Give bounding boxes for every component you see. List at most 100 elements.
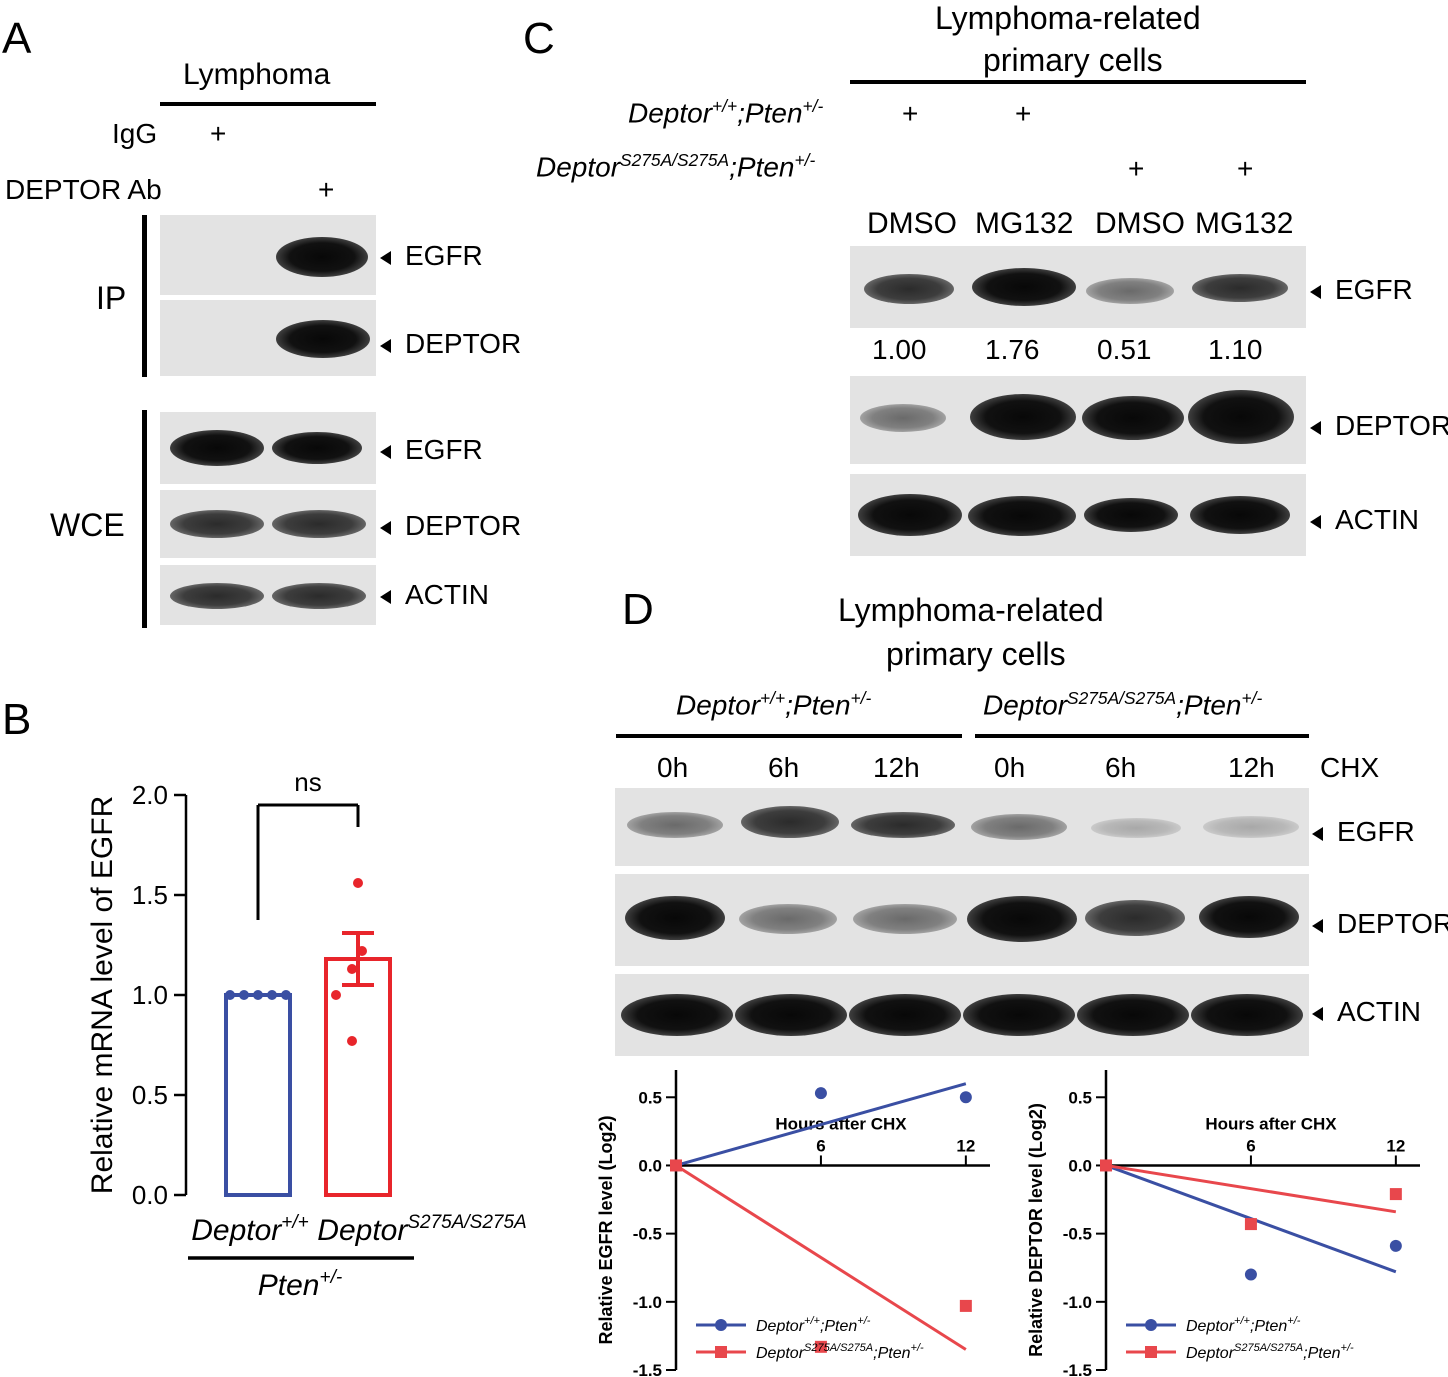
d-fit-line [675,1164,967,1351]
d-point-square [814,1340,827,1353]
d-ytick-label: -1.5 [633,1361,662,1377]
blot-d-actin [615,974,1309,1056]
arrow-left-icon [1312,1006,1323,1021]
band [276,320,370,358]
band [739,904,837,934]
band [170,583,264,609]
d-ytick-label: 0.0 [1068,1156,1092,1175]
d-fit-line [1105,1163,1397,1214]
d-legend-label: DeptorS275A/S275A;Pten+/- [1186,1342,1354,1362]
c-plus-4: + [1237,153,1254,184]
band [1190,496,1290,534]
b-ytick-label: 1.5 [132,880,168,910]
panel-d-header-line2: primary cells [886,636,1066,672]
band [971,814,1067,840]
d-legend-label: DeptorS275A/S275A;Pten+/- [756,1342,924,1362]
b-ytick-label: 1.0 [132,980,168,1010]
b-point [239,990,249,1000]
band [170,430,264,466]
band [1082,396,1184,440]
band [735,994,847,1036]
d-point-square [1389,1188,1402,1201]
c-treatment-1: DMSO [867,207,957,240]
band [849,994,961,1036]
band [1086,278,1174,304]
band [1084,498,1178,532]
b-point [331,990,341,1000]
d-chx-label: CHX [1320,752,1380,783]
d-time-4: 0h [994,752,1026,783]
c-genotype-2: DeptorS275A/S275A;Pten+/- [536,150,816,183]
igg-row-label: IgG [112,118,158,149]
blot-c-actin [850,474,1306,556]
c-quant-3: 0.51 [1097,334,1152,365]
band [741,806,839,838]
blot-a-ip-egfr [160,215,376,295]
d-xlabel: Hours after CHX [1205,1114,1337,1133]
d-xtick-label: 6 [816,1136,825,1155]
c-treatment-2: MG132 [975,207,1074,240]
band [972,268,1076,306]
band [1191,994,1303,1036]
band [858,494,962,536]
c-quant-1: 1.00 [872,334,927,365]
panel-b-chart: Relative mRNA level of EGFR 0.0 0.5 1.0 1.5… [86,767,527,1302]
ip-bracket [142,215,147,377]
b-point [347,964,357,974]
blot-c-deptor [850,376,1306,464]
d-time-5: 6h [1105,752,1137,783]
c-band-label-3: ACTIN [1310,504,1419,536]
b-group-label: Pten+/- [258,1267,342,1302]
band [272,510,366,538]
band [967,896,1077,942]
blot-d-egfr [615,788,1309,866]
band [276,237,368,277]
band [968,496,1076,536]
c-plus-3: + [1128,153,1145,184]
igg-plus: + [210,118,227,149]
d-point-square [1100,1159,1112,1172]
panel-d-label: D [622,585,654,634]
d-ylabel: Relative DEPTOR level (Log2) [1026,1103,1046,1357]
panel-a-header-line [160,102,376,106]
d-point-square [959,1299,972,1312]
arrow-left-icon [380,589,391,604]
d-point-circle [814,1087,827,1100]
b-bar [224,993,292,1197]
c-quant-4: 1.10 [1208,334,1263,365]
band [864,274,954,304]
d-chart-deptor: Relative DEPTOR level (Log2) 0.5 0.0 -0.5 -1… [1026,1070,1420,1377]
arrow-left-icon [1312,918,1323,933]
c-genotype-1: Deptor+/+;Pten+/- [628,96,824,129]
arrow-left-icon [1310,514,1321,529]
band [970,394,1076,440]
b-ytick-label: 0.0 [132,1180,168,1210]
panel-b-label: B [2,695,32,744]
d-ytick-label: -1.5 [1063,1361,1092,1377]
d-ytick-label: 0.5 [638,1088,662,1107]
band [1077,994,1189,1036]
d-ylabel: Relative EGFR level (Log2) [596,1115,616,1344]
arrow-left-icon [380,444,391,459]
b-point [357,946,367,956]
band [625,896,725,940]
band [1188,390,1294,444]
d-ytick-label: -0.5 [633,1225,662,1244]
band [272,583,366,609]
d-chart-egfr: Relative EGFR level (Log2) 0.5 0.0 -0.5 -1.0… [596,1070,990,1377]
panel-c-header-line1: Lymphoma-related [935,0,1201,36]
a-band-label-3: EGFR [380,434,483,466]
panel-c-label: C [523,14,555,63]
d-legend-marker [715,1319,727,1331]
d-legend-marker [1145,1346,1157,1358]
d-xtick-label: 6 [1246,1136,1255,1155]
panel-a-label: A [2,14,32,63]
band [851,812,955,838]
band [860,404,946,432]
d-time-3: 12h [873,752,920,783]
band [1085,900,1185,936]
b-ytick-label: 2.0 [132,780,168,810]
d-band-label-2: DEPTOR [1312,908,1448,940]
band [1199,896,1299,938]
d-point-circle [1389,1239,1402,1252]
